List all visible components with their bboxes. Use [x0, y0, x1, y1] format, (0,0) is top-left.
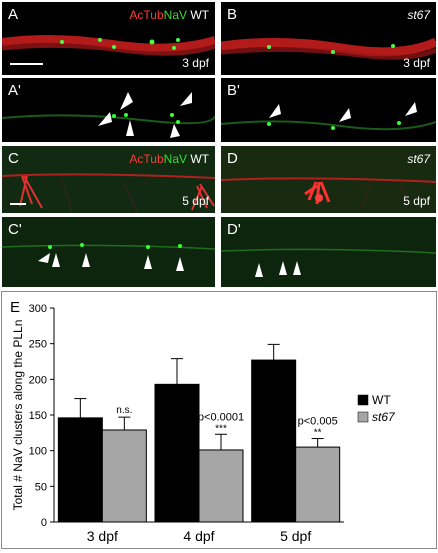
panel-label: A [8, 6, 19, 23]
y-tick-label: 50 [35, 481, 47, 493]
y-tick-label: 300 [29, 303, 47, 315]
significance-stars: *** [215, 423, 227, 434]
legend-nav: NaV [163, 8, 187, 22]
panel-a-micrograph [2, 34, 215, 65]
panel-d-prime-image: D' [221, 217, 436, 287]
panel-c-image: C AcTubNaV WT 5 dpf [2, 146, 215, 213]
panel-d-micrograph [221, 177, 436, 211]
panel-label: D' [227, 221, 241, 238]
panel-label: C [8, 150, 19, 167]
stage-label: 5 dpf [403, 194, 430, 208]
x-tick-label: 4 dpf [183, 528, 214, 544]
bar-st67 [295, 446, 341, 523]
panel-label: B [227, 6, 238, 23]
panel-b-prime-image: B' [221, 78, 436, 142]
panel-b-prime-micrograph [221, 102, 436, 131]
chart-panel: E 0 50 100 150 200 250 300 Total # NaV clusters … [1, 291, 437, 549]
p-value-label: p<0.005 [298, 416, 338, 428]
legend-actub: AcTub [129, 8, 164, 22]
y-tick-label: 150 [29, 410, 47, 422]
stage-label: 5 dpf [182, 194, 209, 208]
chart-panel-label: E [10, 299, 20, 316]
y-tick-label: 0 [41, 517, 47, 529]
genotype-label: st67 [407, 8, 430, 22]
bar-st67 [198, 449, 244, 523]
panel-label: D [227, 150, 238, 167]
stage-label: 3 dpf [403, 56, 430, 70]
panel-label: A' [8, 82, 21, 99]
bar-wt [251, 359, 297, 523]
panel-label: B' [227, 82, 240, 99]
panel-legend: AcTubNaV WT [129, 8, 209, 22]
panel-a-prime-micrograph [2, 92, 215, 138]
panel-c-micrograph [2, 173, 215, 213]
legend-nav: NaV [163, 152, 187, 166]
panel-b-image: B st67 3 dpf [221, 2, 436, 75]
legend-label: st67 [372, 410, 396, 424]
stage-label: 3 dpf [182, 56, 209, 70]
x-tick-label: 5 dpf [280, 528, 311, 544]
legend-label: WT [372, 393, 391, 407]
panel-legend: AcTubNaV WT [129, 152, 209, 166]
x-tick-label: 3 dpf [87, 528, 118, 544]
p-value-label: p<0.0001 [198, 411, 244, 423]
panel-c-prime-micrograph [2, 243, 215, 271]
panel-d-image: D st67 5 dpf [221, 146, 436, 213]
bar-st67 [101, 429, 147, 523]
panel-label: C' [8, 221, 22, 238]
panel-a-image: A AcTubNaV WT 3 dpf [2, 2, 215, 75]
panel-a-prime-image: A' [2, 78, 215, 142]
legend-genotype: WT [190, 152, 209, 166]
legend-swatch [357, 394, 369, 406]
legend-actub: AcTub [129, 152, 164, 166]
bar-wt [154, 383, 200, 523]
y-axis-title: Total # NaV clusters along the PLLn [11, 320, 25, 511]
y-tick-label: 200 [29, 374, 47, 386]
legend-swatch [357, 411, 369, 423]
panel-c-prime-image: C' [2, 217, 215, 287]
panel-b-micrograph [221, 37, 436, 60]
y-tick-label: 250 [29, 339, 47, 351]
y-tick-label: 100 [29, 446, 47, 458]
significance-stars: ** [314, 428, 322, 439]
p-value-label: n.s. [116, 405, 132, 416]
bar-wt [57, 417, 103, 523]
legend-genotype: WT [190, 8, 209, 22]
genotype-label: st67 [407, 152, 430, 166]
panel-d-prime-micrograph [221, 248, 436, 277]
bar-chart: E 0 50 100 150 200 250 300 Total # NaV clusters … [10, 299, 396, 544]
